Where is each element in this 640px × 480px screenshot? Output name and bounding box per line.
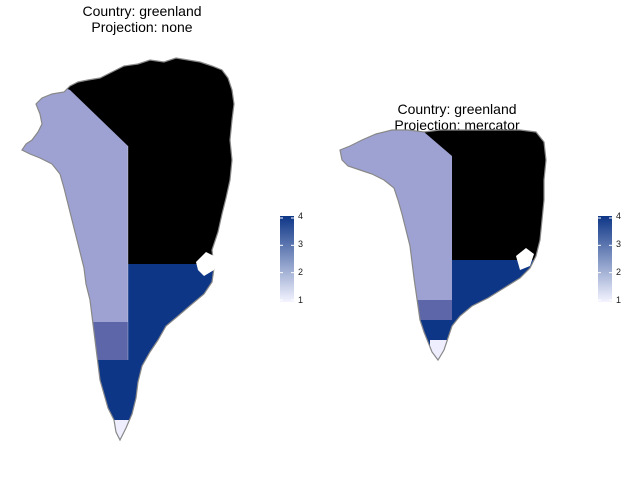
legend-2-tick-3: 3 (616, 239, 622, 249)
legend-1-tick-1: 1 (298, 295, 304, 305)
panel-1-title-projection: Projection: none (91, 19, 193, 35)
legend-colorbar (280, 216, 294, 302)
panel-1-title-country: Country: greenland (82, 3, 202, 19)
fjord-east-1 (516, 248, 534, 270)
legend-2-tick-1: 1 (616, 295, 622, 305)
panel-2-title: Country: greenland Projection: mercator (394, 101, 519, 133)
panel-2-title-projection: Projection: mercator (394, 117, 520, 133)
fjord-east-1 (196, 252, 218, 276)
coast-outline (339, 129, 547, 362)
panel-2-title-country: Country: greenland (397, 101, 517, 117)
legend-1-tick-4: 4 (298, 211, 304, 221)
panel-1-title: Country: greenland Projection: none (82, 3, 201, 35)
legend-2-tick-4: 4 (616, 211, 622, 221)
legend-1-tick-3: 3 (298, 239, 304, 249)
legend-colorbar (598, 216, 612, 302)
legend-1-tick-2: 2 (298, 267, 304, 277)
coast-outline (21, 57, 235, 442)
legend-2-tick-2: 2 (616, 267, 622, 277)
